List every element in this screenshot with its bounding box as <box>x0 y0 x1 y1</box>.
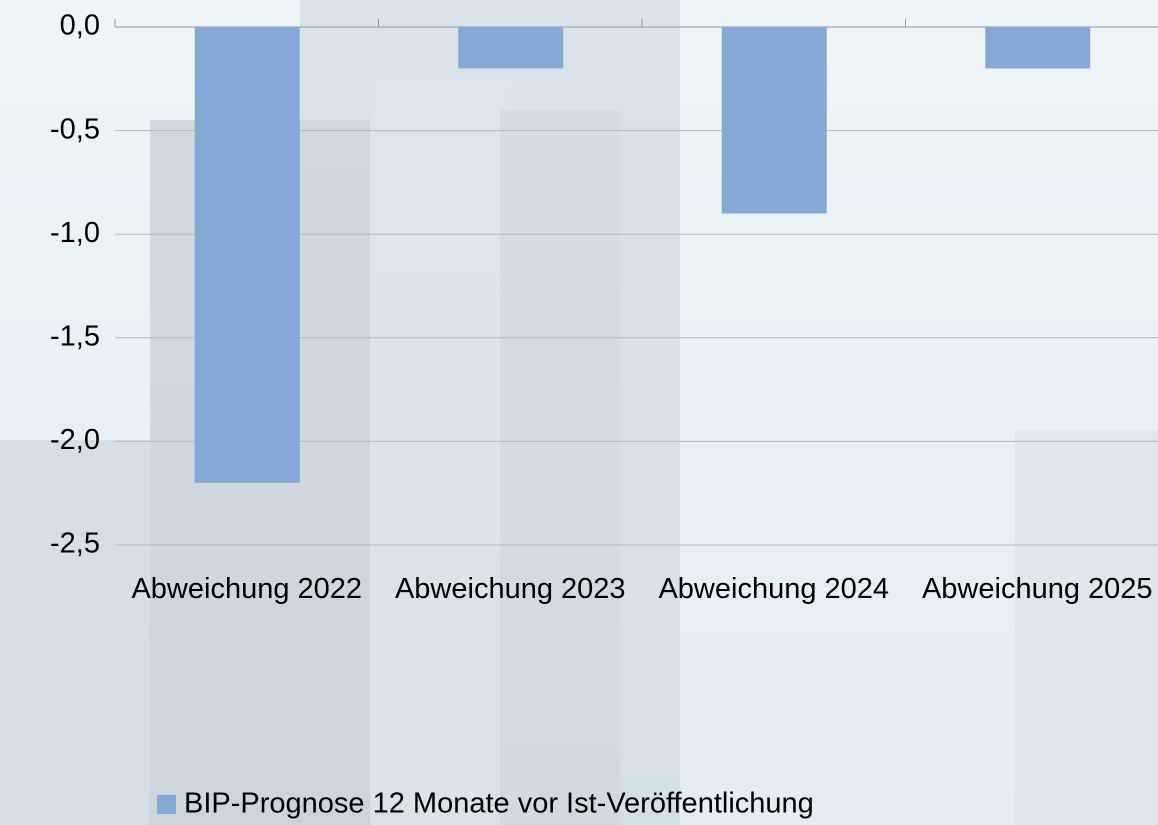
legend-label: BIP-Prognose 12 Monate vor Ist-Veröffent… <box>184 788 814 820</box>
legend-swatch <box>157 795 176 814</box>
chart: 0,0 -0,5 -1,0 -1,5 -2,0 -2,5 BIP-Prognose 12 M… <box>0 0 1158 825</box>
bar <box>195 27 300 483</box>
bar <box>458 27 563 68</box>
y-tick-label: -0,5 <box>50 113 100 145</box>
background <box>0 0 1158 825</box>
x-tick-label: Abweichung 2025 <box>917 572 1157 607</box>
x-tick-label: Abweichung 2024 <box>654 572 894 607</box>
page: 0,0 -0,5 -1,0 -1,5 -2,0 -2,5 BIP-Prognose 12 M… <box>0 0 1158 825</box>
y-tick-label: 0,0 <box>60 10 100 42</box>
y-tick-label: -1,0 <box>50 217 100 249</box>
x-tick-label: Abweichung 2022 <box>127 572 367 607</box>
bar <box>722 27 827 213</box>
y-tick-label: -2,0 <box>50 424 100 456</box>
y-tick-label: -2,5 <box>50 528 100 560</box>
x-tick-label: Abweichung 2023 <box>390 572 630 607</box>
y-tick-label: -1,5 <box>50 320 100 352</box>
bar <box>985 27 1090 68</box>
